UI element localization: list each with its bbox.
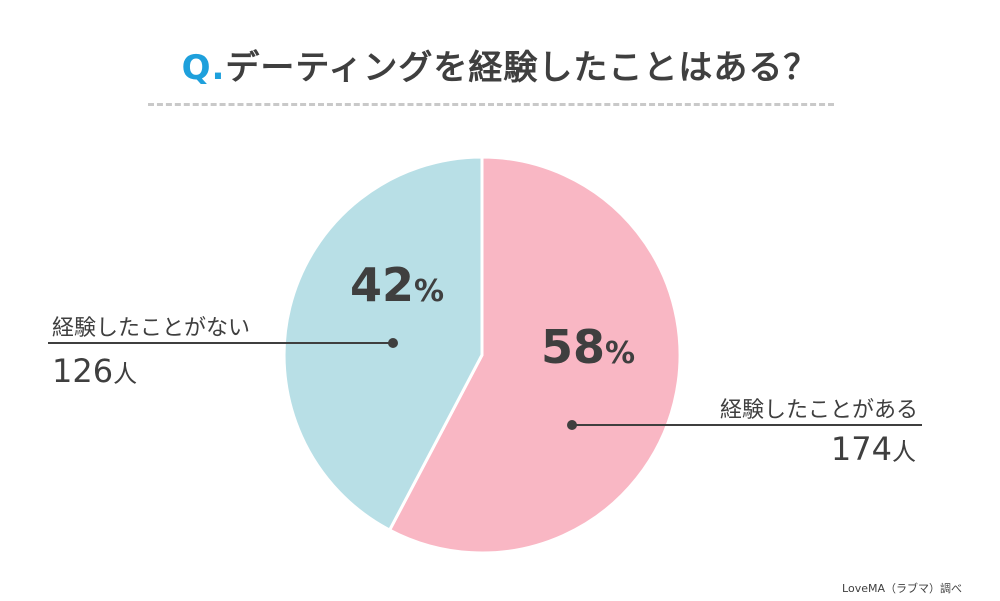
leader-dot-experienced	[567, 420, 577, 430]
callout-label-experienced: 経験したことがある	[719, 398, 918, 423]
title-divider	[148, 103, 834, 106]
source-credit: LoveMA（ラブマ）調べ	[842, 582, 962, 595]
percent-label-experienced: 58%	[541, 320, 636, 374]
question-prefix: Q.	[181, 48, 226, 88]
question-text: デーティングを経験したことはある？	[225, 48, 819, 88]
chart-title: Q.デーティングを経験したことはある？	[0, 40, 1000, 89]
slice-experienced	[388, 155, 682, 555]
leader-dot-not-experienced	[388, 338, 398, 348]
callout-count-experienced: 174人	[830, 430, 916, 468]
callout-label-not-experienced: 経験したことがない	[52, 316, 251, 341]
callout-count-not-experienced: 126人	[52, 352, 138, 390]
percent-label-not-experienced: 42%	[350, 258, 445, 312]
